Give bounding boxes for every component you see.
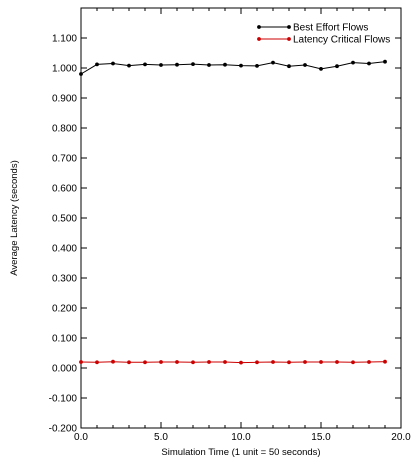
- data-point: [287, 64, 291, 69]
- y-tick-label: 0.300: [52, 274, 77, 285]
- data-point: [143, 62, 147, 67]
- y-tick-label: 0.700: [52, 154, 77, 165]
- y-tick-label: 0.600: [52, 184, 77, 195]
- legend-entry: Latency Critical Flows: [257, 35, 390, 46]
- data-point: [319, 67, 323, 71]
- legend-marker: [287, 37, 291, 41]
- data-point: [351, 360, 355, 365]
- data-point: [367, 61, 371, 66]
- data-point: [127, 63, 131, 68]
- legend-entry: Best Effort Flows: [257, 23, 368, 34]
- y-tick-labels: -0.200 -0.100 0.000 0.100 0.200 0.300 0.400 0.5…: [49, 34, 78, 435]
- series-0: [79, 59, 387, 76]
- x-tick-label: 0.0: [74, 432, 88, 443]
- legend-marker: [287, 25, 291, 29]
- data-point: [271, 360, 275, 364]
- data-point: [175, 360, 179, 364]
- data-point: [111, 61, 115, 66]
- data-point: [303, 63, 307, 67]
- data-point: [383, 359, 387, 364]
- legend-label: Best Effort Flows: [293, 23, 368, 34]
- data-point: [79, 360, 83, 364]
- major-ticks: [80, 8, 402, 429]
- y-tick-label: 0.400: [52, 244, 77, 255]
- data-point: [207, 63, 211, 67]
- x-tick-label: 20.0: [391, 432, 411, 443]
- data-point: [143, 360, 147, 365]
- data-point: [239, 63, 243, 68]
- data-point: [207, 360, 211, 364]
- x-tick-labels: 0.0 5.0 10.0 15.0 20.0: [74, 432, 411, 443]
- data-point: [127, 360, 131, 365]
- data-point: [191, 360, 195, 365]
- data-point: [111, 359, 115, 364]
- data-point: [367, 360, 371, 364]
- data-point: [303, 360, 307, 364]
- legend-label: Latency Critical Flows: [293, 35, 390, 46]
- data-point: [95, 360, 99, 365]
- y-tick-label: 0.000: [52, 364, 77, 375]
- data-point: [351, 60, 355, 65]
- y-tick-label: 0.200: [52, 304, 77, 315]
- data-point: [271, 60, 275, 65]
- data-point: [239, 360, 243, 365]
- y-tick-label: 0.500: [52, 214, 77, 225]
- legend-marker: [257, 37, 261, 41]
- y-tick-label: -0.200: [49, 424, 78, 435]
- series-line: [80, 61, 386, 75]
- data-point: [255, 64, 259, 68]
- data-point: [159, 63, 163, 67]
- y-tick-label: 1.100: [52, 34, 77, 45]
- y-tick-label: 0.800: [52, 124, 77, 135]
- data-point: [287, 360, 291, 365]
- y-tick-label: 1.000: [52, 64, 77, 75]
- y-axis-title: Average Latency (seconds): [9, 160, 20, 275]
- series-line: [80, 361, 386, 364]
- data-point: [223, 360, 227, 364]
- y-tick-label: 0.100: [52, 334, 77, 345]
- x-axis-title: Simulation Time (1 unit = 50 seconds): [161, 447, 320, 458]
- data-point: [223, 62, 227, 67]
- data-point: [191, 62, 195, 66]
- series-1: [79, 359, 387, 365]
- data-point: [335, 64, 339, 69]
- x-tick-label: 5.0: [154, 432, 168, 443]
- data-point: [95, 62, 99, 67]
- y-tick-label: -0.100: [49, 394, 78, 405]
- data-point: [175, 62, 179, 67]
- data-point: [79, 72, 83, 76]
- data-point: [383, 59, 387, 64]
- data-point: [255, 360, 259, 365]
- y-tick-label: 0.900: [52, 94, 77, 105]
- data-point: [319, 360, 323, 364]
- x-tick-label: 15.0: [311, 432, 331, 443]
- plot-frame: [80, 7, 402, 429]
- legend-marker: [257, 25, 261, 29]
- x-tick-label: 10.0: [231, 432, 251, 443]
- minor-ticks: [96, 8, 386, 428]
- data-point: [335, 360, 339, 364]
- data-point: [159, 360, 163, 364]
- series-layer: [79, 59, 387, 365]
